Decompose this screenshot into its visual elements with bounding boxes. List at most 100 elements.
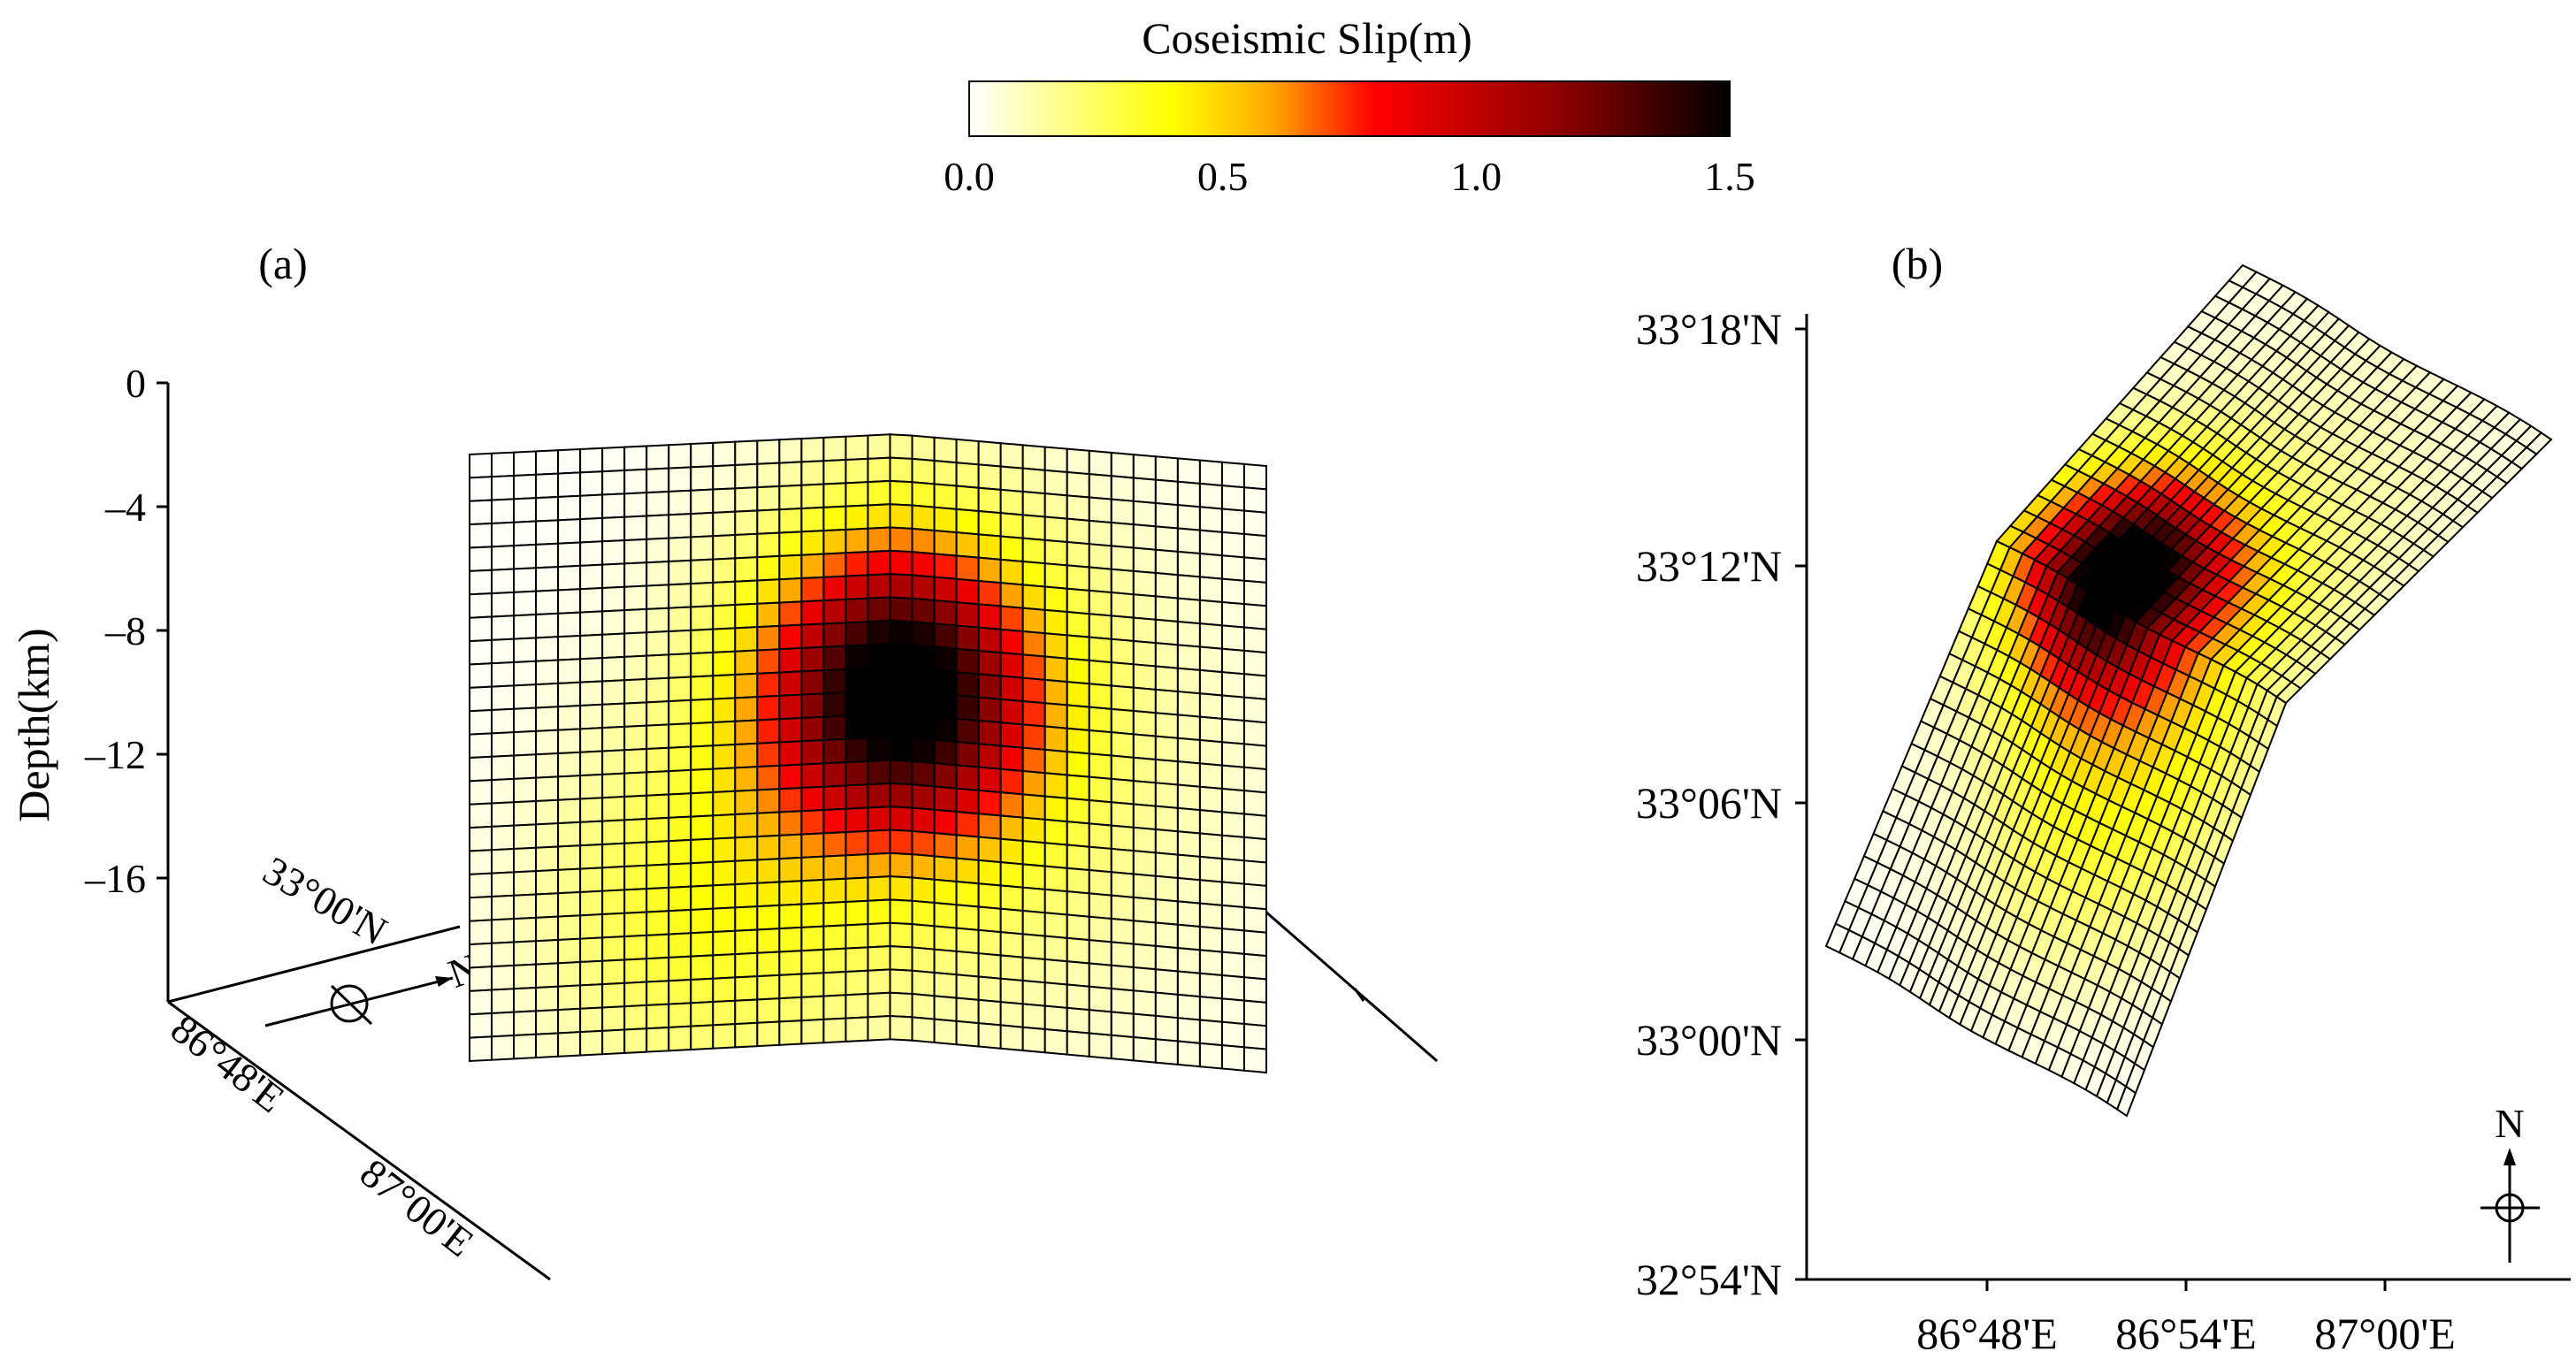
mesh-cell-a — [867, 479, 891, 507]
mesh-cell-a — [1220, 1043, 1245, 1072]
north-arrow-b: N — [2480, 1101, 2540, 1263]
mesh-cell-a — [535, 589, 560, 616]
mesh-cell-a — [469, 825, 493, 852]
mesh-cell-a — [1154, 874, 1179, 903]
mesh-cell-a — [955, 834, 980, 861]
mesh-cell-a — [845, 806, 869, 834]
mesh-cell-a — [1066, 983, 1090, 1012]
mesh-cell-a — [889, 782, 913, 809]
mesh-cell-a — [557, 658, 582, 684]
mesh-cell-a — [1021, 676, 1046, 705]
mesh-cell-a — [513, 893, 538, 920]
mesh-cell-a — [999, 558, 1024, 586]
mesh-cell-a — [690, 954, 715, 981]
mesh-cell-a — [977, 998, 1002, 1027]
mesh-cell-a — [800, 995, 825, 1022]
mesh-cell-a — [1043, 562, 1068, 590]
mesh-cell-a — [734, 439, 759, 467]
mesh-cell-a — [1176, 1017, 1201, 1044]
mesh-cell-a — [1066, 447, 1090, 476]
mesh-cell-a — [800, 553, 825, 580]
mesh-cell-a — [601, 795, 626, 822]
mesh-cell-a — [778, 880, 803, 906]
mesh-cell-a — [1110, 661, 1135, 689]
mesh-cell-a — [1088, 1009, 1112, 1036]
mesh-cell-a — [822, 784, 847, 812]
mesh-cell-a — [1154, 712, 1179, 739]
mesh-cell-a — [1242, 719, 1267, 747]
mesh-cell-a — [756, 881, 781, 908]
mesh-cell-a — [1066, 960, 1090, 988]
mesh-cell-a — [867, 875, 891, 902]
mesh-cell-a — [1021, 863, 1046, 891]
mesh-cell-a — [999, 1001, 1024, 1028]
mesh-cell-a — [1110, 475, 1135, 502]
mesh-cell-a — [1066, 913, 1090, 942]
mesh-cell-a — [623, 864, 648, 891]
base-label-lat: 33°00'N — [256, 848, 394, 954]
mesh-cell-a — [911, 551, 936, 578]
mesh-cell-a — [1110, 707, 1135, 736]
mesh-cell-a — [1198, 692, 1223, 720]
mesh-cell-a — [1132, 920, 1157, 947]
mesh-cell-a — [999, 884, 1024, 913]
mesh-cell-a — [1110, 498, 1135, 526]
mesh-cell-a — [845, 667, 869, 694]
mesh-cell-a — [867, 549, 891, 577]
mesh-cell-a — [623, 515, 648, 542]
mesh-cell-a — [579, 843, 604, 870]
mesh-cell-a — [1242, 696, 1267, 724]
mesh-cell-a — [1021, 607, 1046, 635]
mesh-cell-a — [646, 746, 670, 774]
mesh-cell-a — [1110, 801, 1135, 829]
mesh-cell-a — [977, 626, 1002, 654]
mesh-cell-a — [1110, 451, 1135, 479]
mesh-cell-a — [1021, 444, 1046, 471]
mesh-cell-a — [535, 822, 560, 849]
mesh-cell-a — [822, 714, 847, 742]
mesh-cell-a — [1198, 762, 1223, 790]
mesh-cell-a — [1021, 956, 1046, 984]
mesh-cell-a — [1132, 477, 1157, 505]
mesh-cell-a — [690, 488, 715, 515]
mesh-cell-a — [911, 783, 936, 811]
mesh-cell-a — [822, 854, 847, 882]
mesh-cell-a — [1043, 981, 1068, 1009]
mesh-cell-a — [690, 698, 715, 725]
mesh-cell-a — [1198, 738, 1223, 767]
mesh-cell-a — [579, 493, 604, 521]
mesh-cell-a — [778, 950, 803, 976]
mesh-cell-a — [491, 871, 516, 898]
mesh-cell-a — [889, 433, 913, 460]
mesh-cell-a — [1198, 459, 1223, 487]
mesh-cell-a — [1021, 514, 1046, 541]
mesh-cell-a — [1132, 756, 1157, 784]
mesh-cell-a — [999, 442, 1024, 470]
mesh-cell-a — [999, 512, 1024, 539]
mesh-cell-a — [955, 787, 980, 815]
mesh-cell-a — [977, 533, 1002, 561]
mesh-cell-a — [469, 476, 493, 502]
mesh-cell-a — [1242, 579, 1267, 607]
base-axis-lon — [167, 1000, 551, 1281]
mesh-cell-a — [867, 573, 891, 599]
mesh-cell-a — [977, 649, 1002, 677]
mesh-cell-a — [1198, 879, 1223, 906]
mesh-cell-a — [933, 948, 958, 976]
mesh-cell-a — [889, 596, 913, 623]
mesh-cell-a — [911, 667, 936, 695]
mesh-cell-a — [977, 789, 1002, 817]
mesh-cell-a — [756, 578, 781, 605]
mesh-cell-a — [1242, 836, 1267, 864]
mesh-cell-a — [1021, 560, 1046, 588]
mesh-cell-a — [889, 456, 913, 484]
mesh-cell-a — [646, 514, 670, 540]
mesh-cell-a — [535, 892, 560, 919]
mesh-cell-a — [955, 927, 980, 955]
mesh-cell-a — [1242, 673, 1267, 700]
mesh-cell-a — [1176, 550, 1201, 578]
mesh-cell-a — [690, 837, 715, 865]
mesh-cell-a — [1154, 828, 1179, 856]
mesh-cell-a — [933, 529, 958, 557]
mesh-cell-a — [999, 907, 1024, 936]
